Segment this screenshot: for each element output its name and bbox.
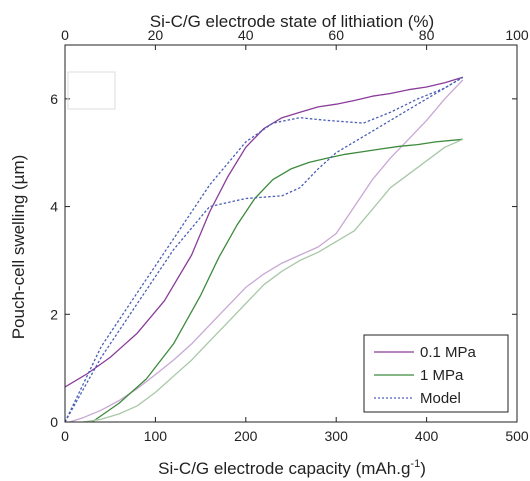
y-tick-label: 4	[50, 199, 58, 215]
series-line-series-5-5	[64, 76, 464, 423]
x-tick-label: 500	[505, 428, 529, 444]
legend: 0.1 MPa 1 MPa Model	[363, 334, 509, 413]
x2-tick-label: 60	[328, 27, 344, 43]
x2-tick-label: 20	[148, 27, 164, 43]
x-tick-label: 400	[415, 428, 439, 444]
x-axis-title-main: Si-C/G electrode capacity (mAh.g	[158, 459, 410, 478]
y-tick-label: 2	[50, 306, 58, 322]
legend-label-1-mpa: 1 MPa	[420, 367, 464, 384]
x-axis-title-superscript: -1	[410, 458, 420, 470]
x-tick-label: 0	[61, 428, 69, 444]
x-axis-title: Si-C/G electrode capacity (mAh.g-1)	[158, 458, 426, 478]
x-axis-title-suffix: )	[420, 459, 426, 478]
axis-ticks: 0 100 200 300 400 500 0 20 40 60 80 100 0 2 4 6	[50, 27, 529, 444]
series-line-1-mpa-2	[91, 138, 463, 423]
y-axis-title: Pouch-cell swelling (µm)	[9, 155, 28, 340]
series-line-0-1-mpa-0	[64, 76, 463, 388]
x-tick-label: 200	[234, 428, 258, 444]
legend-box	[363, 334, 509, 413]
x2-axis-title: Si-C/G electrode state of lithiation (%)	[150, 12, 434, 31]
series-layer	[64, 76, 464, 423]
y-tick-label: 0	[50, 414, 58, 430]
inset-box	[67, 71, 116, 110]
series-line-model-4	[64, 76, 464, 423]
legend-label-model: Model	[420, 390, 461, 407]
y-tick-label: 6	[50, 91, 58, 107]
x2-tick-label: 80	[419, 27, 435, 43]
x-tick-label: 100	[144, 428, 168, 444]
x-tick-label: 300	[325, 428, 349, 444]
plot-frame	[64, 44, 518, 423]
legend-label-0-1-mpa: 0.1 MPa	[420, 344, 477, 361]
x2-tick-label: 100	[505, 27, 529, 43]
series-line-series-3-3	[83, 138, 464, 423]
x2-tick-label: 0	[61, 27, 69, 43]
x2-tick-label: 40	[238, 27, 254, 43]
